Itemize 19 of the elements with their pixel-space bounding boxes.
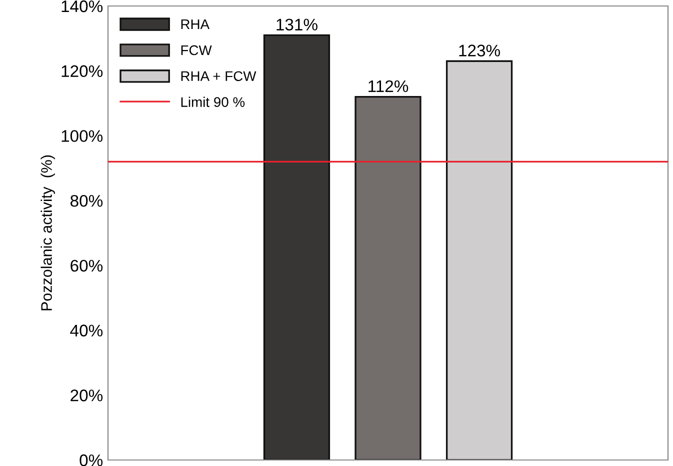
data-label: 123% [459,44,500,56]
y-tick-label: 20% [70,390,103,402]
bar [263,34,330,460]
data-label: 131% [276,18,318,31]
legend-label: RHA [181,20,210,30]
legend-label: FCW [181,45,212,56]
y-tick-label: 40% [70,324,103,336]
y-tick-label: 120% [62,65,103,78]
legend-label: Limit 90 % [181,96,245,108]
data-label: 112% [368,80,408,92]
bar [354,96,422,460]
y-tick-label: 0% [80,454,103,466]
y-tick-label: 60% [70,260,103,272]
y-tick-label: 80% [70,194,103,207]
y-tick-label: 140% [62,0,103,12]
y-axis-title: Pozzolanic activity (%) [40,155,55,310]
y-tick-label: 100% [62,130,103,142]
legend-label: RHA + FCW [181,71,256,82]
bar [446,60,513,460]
